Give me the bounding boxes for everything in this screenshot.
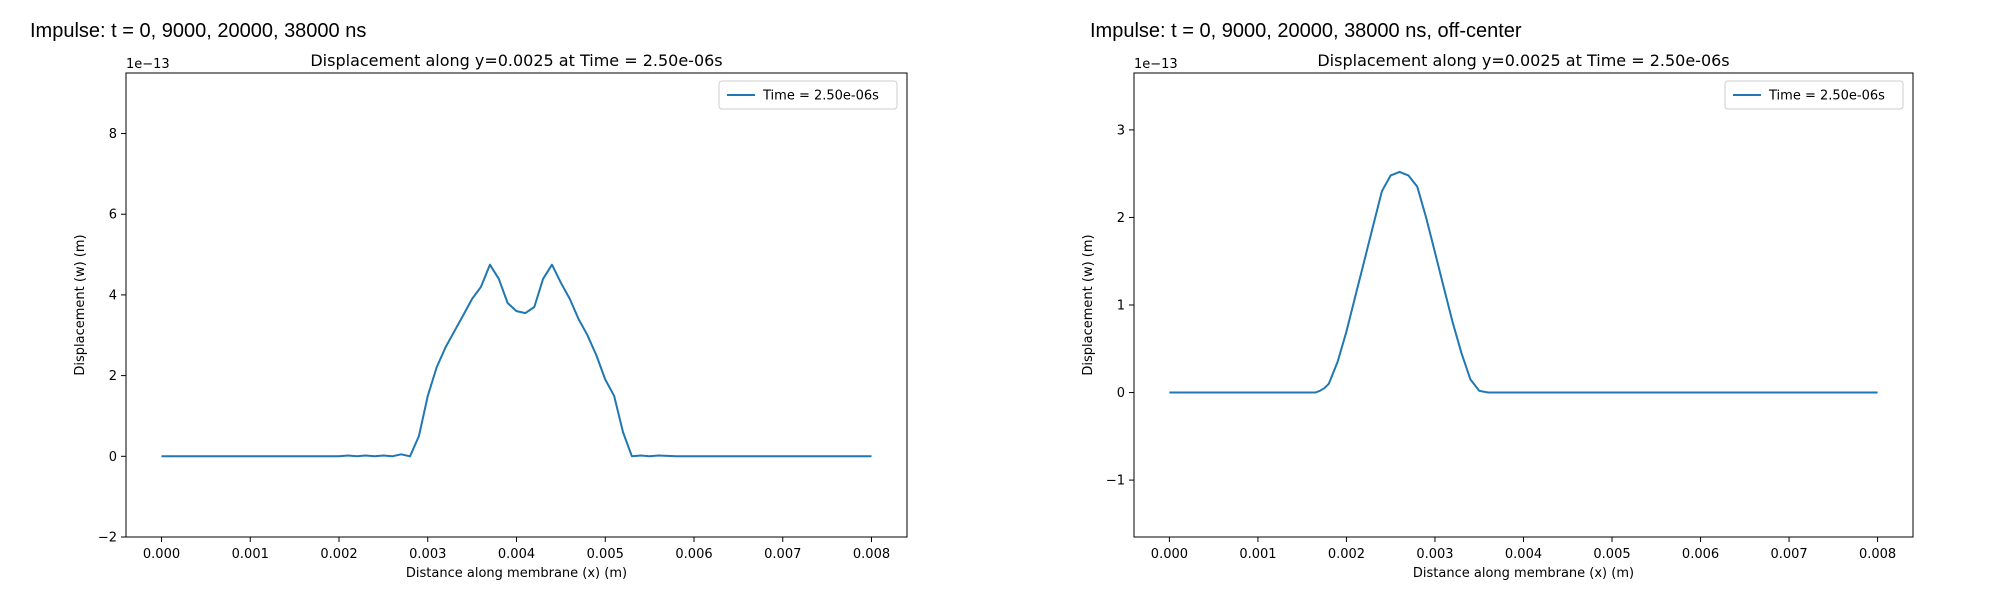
chart-title: Displacement along y=0.0025 at Time = 2.… xyxy=(1317,51,1729,70)
x-tick-label: 0.006 xyxy=(675,547,712,562)
y-tick-label: 0 xyxy=(109,450,117,465)
y-tick-label: 1 xyxy=(1117,299,1125,314)
x-tick-label: 0.000 xyxy=(143,547,180,562)
x-tick-label: 0.002 xyxy=(320,547,357,562)
plot-frame xyxy=(1133,72,1914,538)
x-tick-label: 0.008 xyxy=(853,547,890,562)
chart-title: Displacement along y=0.0025 at Time = 2.… xyxy=(310,51,722,70)
x-tick-label: 0.000 xyxy=(1151,547,1188,562)
x-tick-label: 0.004 xyxy=(1505,547,1542,562)
x-tick-label: 0.005 xyxy=(1593,547,1630,562)
x-tick-label: 0.002 xyxy=(1328,547,1365,562)
x-tick-label: 0.007 xyxy=(1770,547,1807,562)
chart-panel-1: Displacement along y=0.0025 at Time = 2.… xyxy=(1081,51,1914,581)
y-tick-label: −1 xyxy=(1106,474,1125,489)
y-scale-offset-label: 1e−13 xyxy=(1134,57,1178,72)
series-line xyxy=(161,263,872,458)
plot-frame xyxy=(125,72,908,538)
legend-label: Time = 2.50e-06s xyxy=(762,89,879,104)
x-tick-label: 0.003 xyxy=(409,547,446,562)
y-scale-offset-label: 1e−13 xyxy=(126,57,170,72)
y-axis-label: Displacement (w) (m) xyxy=(1081,234,1096,375)
y-tick-label: 6 xyxy=(109,208,117,223)
figure-title-left: Impulse: t = 0, 9000, 20000, 38000 ns xyxy=(30,20,367,42)
legend-box xyxy=(718,80,898,110)
x-axis-label: Distance along membrane (x) (m) xyxy=(1413,566,1634,581)
y-tick-label: 3 xyxy=(1117,123,1125,138)
y-tick-label: −2 xyxy=(98,531,117,546)
series-line xyxy=(1169,170,1878,394)
figure-title-right: Impulse: t = 0, 9000, 20000, 38000 ns, o… xyxy=(1090,20,1522,42)
chart-panel-0: Displacement along y=0.0025 at Time = 2.… xyxy=(73,51,908,581)
legend-label: Time = 2.50e-06s xyxy=(1768,89,1885,104)
legend-box xyxy=(1724,80,1904,110)
x-tick-label: 0.001 xyxy=(1239,547,1276,562)
y-tick-label: 0 xyxy=(1117,386,1125,401)
x-tick-label: 0.006 xyxy=(1682,547,1719,562)
y-tick-label: 2 xyxy=(1117,211,1125,226)
x-tick-label: 0.008 xyxy=(1859,547,1896,562)
y-tick-label: 2 xyxy=(109,369,117,384)
x-tick-label: 0.003 xyxy=(1416,547,1453,562)
y-tick-label: 8 xyxy=(109,127,117,142)
x-tick-label: 0.001 xyxy=(232,547,269,562)
x-tick-label: 0.005 xyxy=(587,547,624,562)
y-axis-label: Displacement (w) (m) xyxy=(73,234,88,375)
x-tick-label: 0.004 xyxy=(498,547,535,562)
x-axis-label: Distance along membrane (x) (m) xyxy=(406,566,627,581)
y-tick-label: 4 xyxy=(109,288,117,303)
x-tick-label: 0.007 xyxy=(764,547,801,562)
